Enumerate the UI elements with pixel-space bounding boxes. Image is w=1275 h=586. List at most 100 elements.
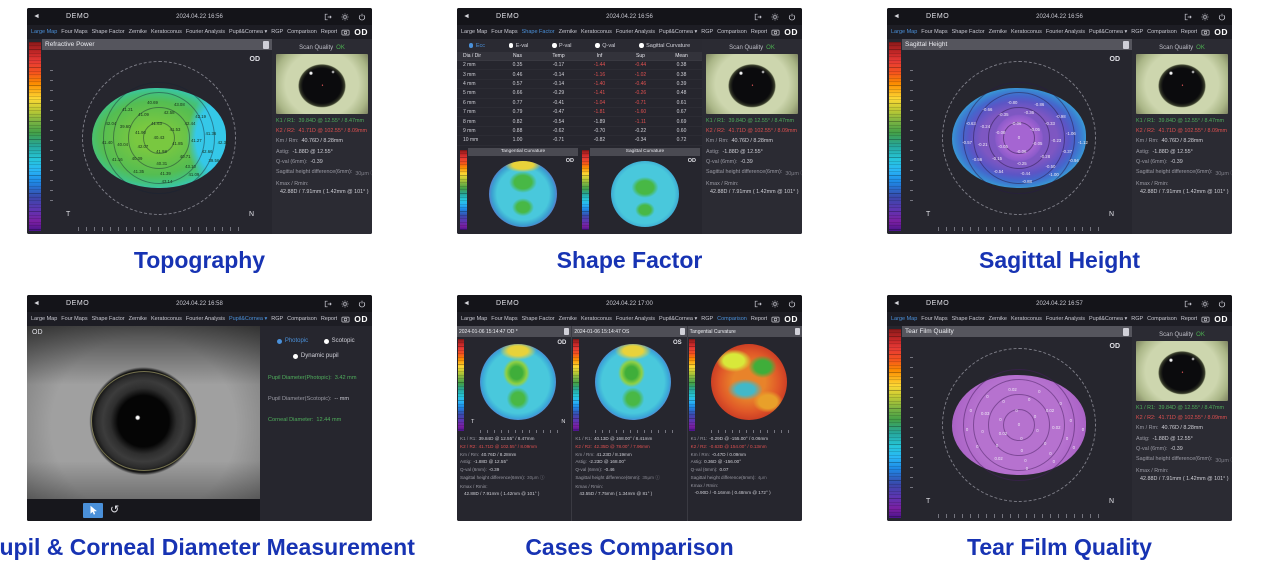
camera-icon[interactable] — [771, 315, 780, 323]
menu-item-zernike[interactable]: Zernike — [128, 316, 147, 322]
menu-item-pupil-cornea[interactable]: Pupil&Cornea ▾ — [659, 316, 698, 322]
menu-item-report[interactable]: Report — [750, 29, 768, 35]
menu-item-four-maps[interactable]: Four Maps — [61, 316, 88, 322]
menu-item-four-maps[interactable]: Four Maps — [61, 29, 88, 35]
menu-item-rgp[interactable]: RGP — [701, 316, 714, 322]
menu-item-rgp[interactable]: RGP — [1131, 316, 1144, 322]
logout-icon[interactable] — [754, 300, 762, 308]
menu-item-fourier-analysis[interactable]: Fourier Analysis — [615, 29, 655, 35]
radio-photopic[interactable]: Photopic — [277, 338, 308, 344]
menu-item-pupil-cornea[interactable]: Pupil&Cornea ▾ — [1089, 29, 1128, 35]
menu-item-keratoconus[interactable]: Keratoconus — [580, 316, 612, 322]
radio-ecc[interactable]: Ecc — [468, 43, 485, 49]
menu-item-large-map[interactable]: Large Map — [891, 316, 918, 322]
logout-icon[interactable] — [324, 300, 332, 308]
back-button[interactable]: ◄ — [893, 300, 900, 307]
menu-item-rgp[interactable]: RGP — [701, 29, 714, 35]
logout-icon[interactable] — [1184, 13, 1192, 21]
menu-item-shape-factor[interactable]: Shape Factor — [91, 316, 125, 322]
menu-item-four-maps[interactable]: Four Maps — [921, 316, 948, 322]
scroll-chip[interactable] — [1123, 40, 1129, 49]
menu-item-comparison[interactable]: Comparison — [1147, 316, 1177, 322]
menu-item-zernike[interactable]: Zernike — [128, 29, 147, 35]
power-icon[interactable] — [788, 13, 796, 21]
menu-item-zernike[interactable]: Zernike — [558, 316, 577, 322]
menu-item-report[interactable]: Report — [320, 316, 338, 322]
eye-toggle[interactable]: OD — [354, 314, 368, 324]
menu-item-fourier-analysis[interactable]: Fourier Analysis — [185, 316, 225, 322]
menu-item-report[interactable]: Report — [1180, 29, 1198, 35]
eye-toggle[interactable]: OD — [784, 314, 798, 324]
menu-item-keratoconus[interactable]: Keratoconus — [1010, 29, 1042, 35]
scroll-chip[interactable] — [263, 40, 269, 49]
menu-item-four-maps[interactable]: Four Maps — [491, 316, 518, 322]
eye-toggle[interactable]: OD — [784, 27, 798, 37]
settings-icon[interactable] — [771, 299, 779, 308]
menu-item-large-map[interactable]: Large Map — [461, 29, 488, 35]
menu-item-fourier-analysis[interactable]: Fourier Analysis — [1045, 316, 1085, 322]
radio-dynamic-pupil[interactable]: Dynamic pupil — [293, 353, 339, 359]
menu-item-shape-factor[interactable]: Shape Factor — [521, 29, 555, 35]
menu-item-shape-factor[interactable]: Shape Factor — [521, 316, 555, 322]
menu-item-large-map[interactable]: Large Map — [891, 29, 918, 35]
back-button[interactable]: ◄ — [463, 13, 470, 20]
menu-item-keratoconus[interactable]: Keratoconus — [150, 316, 182, 322]
menu-item-shape-factor[interactable]: Shape Factor — [951, 316, 985, 322]
menu-item-report[interactable]: Report — [1180, 316, 1198, 322]
logout-icon[interactable] — [754, 13, 762, 21]
cursor-tool-button[interactable] — [83, 502, 103, 518]
menu-item-comparison[interactable]: Comparison — [287, 29, 317, 35]
eye-toggle[interactable]: OD — [1214, 314, 1228, 324]
scroll-chip[interactable] — [564, 328, 570, 335]
menu-item-rgp[interactable]: RGP — [1131, 29, 1144, 35]
menu-item-comparison[interactable]: Comparison — [287, 316, 317, 322]
menu-item-zernike[interactable]: Zernike — [558, 29, 577, 35]
camera-icon[interactable] — [1201, 28, 1210, 36]
back-button[interactable]: ◄ — [33, 300, 40, 307]
radio-p-val[interactable]: P-val — [552, 43, 572, 49]
menu-item-comparison[interactable]: Comparison — [1147, 29, 1177, 35]
menu-item-report[interactable]: Report — [750, 316, 768, 322]
menu-item-keratoconus[interactable]: Keratoconus — [580, 29, 612, 35]
menu-item-shape-factor[interactable]: Shape Factor — [951, 29, 985, 35]
back-button[interactable]: ◄ — [463, 300, 470, 307]
menu-item-pupil-cornea[interactable]: Pupil&Cornea ▾ — [1089, 316, 1128, 322]
reset-button[interactable]: ↺ — [110, 503, 120, 516]
camera-icon[interactable] — [1201, 315, 1210, 323]
menu-item-four-maps[interactable]: Four Maps — [921, 29, 948, 35]
logout-icon[interactable] — [324, 13, 332, 21]
scroll-chip[interactable] — [1123, 327, 1129, 336]
settings-icon[interactable] — [1201, 299, 1209, 308]
menu-item-report[interactable]: Report — [320, 29, 338, 35]
power-icon[interactable] — [358, 13, 366, 21]
power-icon[interactable] — [358, 300, 366, 308]
menu-item-fourier-analysis[interactable]: Fourier Analysis — [615, 316, 655, 322]
scroll-chip[interactable] — [679, 328, 685, 335]
camera-icon[interactable] — [341, 28, 350, 36]
menu-item-four-maps[interactable]: Four Maps — [491, 29, 518, 35]
logout-icon[interactable] — [1184, 300, 1192, 308]
menu-item-keratoconus[interactable]: Keratoconus — [150, 29, 182, 35]
scroll-chip[interactable] — [794, 328, 800, 335]
menu-item-fourier-analysis[interactable]: Fourier Analysis — [1045, 29, 1085, 35]
power-icon[interactable] — [1218, 13, 1226, 21]
power-icon[interactable] — [788, 300, 796, 308]
menu-item-shape-factor[interactable]: Shape Factor — [91, 29, 125, 35]
menu-item-pupil-cornea[interactable]: Pupil&Cornea ▾ — [229, 29, 268, 35]
menu-item-keratoconus[interactable]: Keratoconus — [1010, 316, 1042, 322]
radio-scotopic[interactable]: Scotopic — [324, 338, 355, 344]
menu-item-large-map[interactable]: Large Map — [31, 316, 58, 322]
menu-item-rgp[interactable]: RGP — [271, 316, 284, 322]
radio-e-val[interactable]: E-val — [508, 43, 528, 49]
menu-item-comparison[interactable]: Comparison — [717, 316, 747, 322]
menu-item-pupil-cornea[interactable]: Pupil&Cornea ▾ — [659, 29, 698, 35]
radio-q-val[interactable]: Q-val — [595, 43, 615, 49]
menu-item-zernike[interactable]: Zernike — [988, 29, 1007, 35]
radio-sagittal-curvature[interactable]: Sagittal Curvature — [639, 43, 690, 49]
menu-item-fourier-analysis[interactable]: Fourier Analysis — [185, 29, 225, 35]
settings-icon[interactable] — [341, 299, 349, 308]
back-button[interactable]: ◄ — [893, 13, 900, 20]
menu-item-pupil-cornea[interactable]: Pupil&Cornea ▾ — [229, 316, 268, 322]
menu-item-rgp[interactable]: RGP — [271, 29, 284, 35]
back-button[interactable]: ◄ — [33, 13, 40, 20]
